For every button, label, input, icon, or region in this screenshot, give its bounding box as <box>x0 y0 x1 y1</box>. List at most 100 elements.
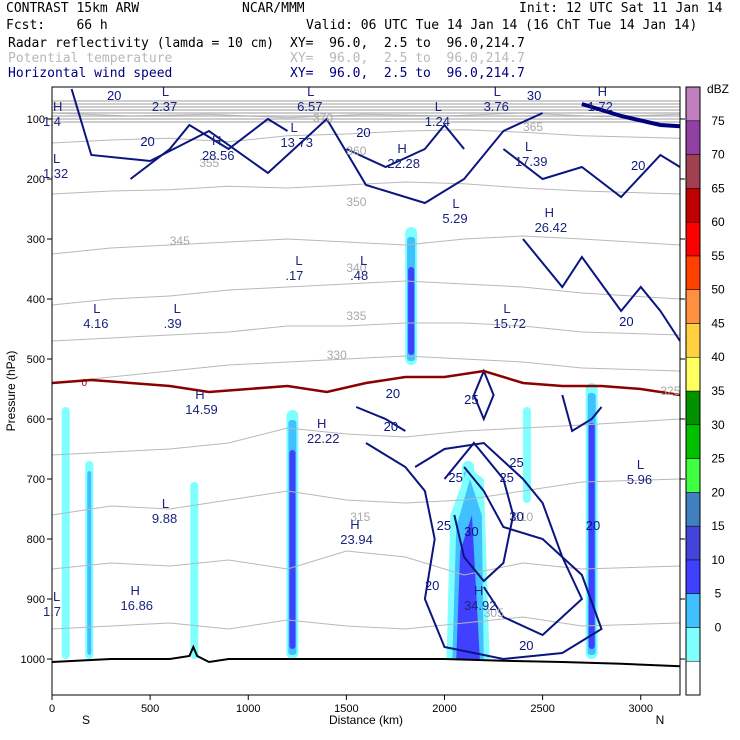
colorbar-level-label: 5 <box>715 587 722 601</box>
theta-contour <box>51 235 681 255</box>
extremum-type: L <box>290 120 297 135</box>
extremum-type: L <box>503 301 510 316</box>
extremum-value: 2.37 <box>152 99 177 114</box>
x-tick-label: 0 <box>49 703 55 715</box>
colorbar-level-label: 40 <box>711 350 725 364</box>
freezing-level-label: 0 <box>81 378 87 389</box>
colorbar-swatch <box>685 660 701 696</box>
wind-contour <box>522 238 681 342</box>
y-tick-label: 600 <box>27 414 45 426</box>
theta-contours-layer <box>51 100 681 630</box>
colorbar-swatch <box>685 154 701 189</box>
theta-contour <box>51 355 681 384</box>
theta-value-label: 345 <box>170 234 190 248</box>
colorbar-swatch <box>685 86 701 122</box>
field-theta-name: Potential temperature <box>8 51 173 66</box>
extremum-type: H <box>545 205 554 220</box>
field-reflectivity-name: Radar reflectivity (lamda = 10 cm) <box>8 36 275 51</box>
theta-value-label: 355 <box>199 156 219 170</box>
extremum-marker: H22.28 <box>387 141 420 171</box>
colorbar-unit-label: dBZ <box>707 82 729 96</box>
colorbar-swatch <box>685 492 701 527</box>
extremum-marker: H1.72 <box>588 84 613 114</box>
y-tick-label: 1000 <box>21 654 45 666</box>
extremum-value: 3.76 <box>484 99 509 114</box>
theta-value-label: 360 <box>346 144 366 158</box>
extremum-marker: H23.94 <box>340 517 373 547</box>
extremum-type: H <box>397 141 406 156</box>
extremum-type: L <box>525 139 532 154</box>
reflectivity-column <box>61 407 70 659</box>
extremum-value: 14.59 <box>185 402 218 417</box>
extremum-marker: H16.86 <box>121 583 154 613</box>
extremum-value: 15.72 <box>493 316 526 331</box>
y-tick-label: 900 <box>27 594 45 606</box>
extremum-marker: L4.16 <box>83 301 108 331</box>
colorbar-level-label: 10 <box>711 553 725 567</box>
extremum-marker: H26.42 <box>535 205 568 235</box>
wind-value-label: 25 <box>464 392 478 407</box>
extremum-marker: L13.73 <box>280 120 313 150</box>
extremum-marker: L2.37 <box>152 84 177 114</box>
extremum-type: L <box>435 99 442 114</box>
extremum-type: H <box>350 517 359 532</box>
theta-contour <box>51 129 681 144</box>
terrain-line <box>51 644 681 668</box>
extremum-marker: L1.24 <box>425 99 450 129</box>
y-tick-label: 100 <box>27 114 45 126</box>
extremum-type: L <box>295 253 302 268</box>
extremum-value: 9.88 <box>152 511 177 526</box>
forecast-hour: Fcst: 66 h <box>6 18 108 33</box>
extremum-type: L <box>174 301 181 316</box>
contour-labels-layer: 0 370 365 360 355 350 345 340 335 330 325 310 305 315… <box>43 84 681 653</box>
reflectivity-core-strong <box>289 450 296 649</box>
wind-value-label: 25 <box>499 470 513 485</box>
extremum-marker: H34.92 <box>464 583 497 613</box>
extremum-value: 5.29 <box>442 211 467 226</box>
x-tick-label: 1000 <box>236 703 260 715</box>
colorbar-level-label: 50 <box>711 283 725 297</box>
extremum-marker: H1.4 <box>43 99 62 129</box>
valid-time: Valid: 06 UTC Tue 14 Jan 14 (16 ChT Tue … <box>306 18 698 33</box>
wind-value-label: 30 <box>527 88 541 103</box>
wind-value-label: 30 <box>509 509 523 524</box>
wind-value-label: 25 <box>437 518 451 533</box>
theta-value-label: 350 <box>346 195 366 209</box>
x-tick-label: 2000 <box>432 703 456 715</box>
colorbar-swatch <box>685 390 701 426</box>
theta-contour <box>51 550 681 576</box>
colorbar-swatch <box>685 593 701 628</box>
colorbar-level-label: 0 <box>715 620 722 634</box>
wind-contour <box>345 123 465 169</box>
wind-contour <box>472 368 495 422</box>
y-tick-label: 400 <box>27 294 45 306</box>
wind-value-label: 20 <box>631 158 645 173</box>
reflectivity-column <box>190 482 199 659</box>
reflectivity-layer <box>61 227 598 659</box>
wind-value-label: 25 <box>509 455 523 470</box>
theta-value-label: 335 <box>346 309 366 323</box>
y-tick-label: 700 <box>27 474 45 486</box>
extremum-value: 26.42 <box>535 220 568 235</box>
wind-contour <box>414 441 584 637</box>
y-tick-label: 200 <box>27 174 45 186</box>
extremum-value: 4.16 <box>83 316 108 331</box>
extremum-value: 13.73 <box>280 135 313 150</box>
colorbar-level-label: 45 <box>711 316 725 330</box>
colorbar-swatch <box>685 221 701 257</box>
extremum-marker: L1.32 <box>43 151 68 181</box>
colorbar-swatch <box>685 289 701 324</box>
extremum-marker: L17.39 <box>515 139 548 169</box>
wind-value-label: 30 <box>464 524 478 539</box>
wind-value-label: 20 <box>140 134 154 149</box>
extremum-marker: L5.29 <box>442 196 467 226</box>
theta-value-label: 325 <box>660 384 680 398</box>
x-tick-label: 500 <box>141 703 159 715</box>
freezing-level-line <box>51 369 681 397</box>
theta-contour <box>51 181 681 195</box>
extremum-type: H <box>131 583 140 598</box>
extremum-value: 5.96 <box>627 472 652 487</box>
extremum-marker: L9.88 <box>152 496 177 526</box>
extremum-value: 22.28 <box>387 156 420 171</box>
organization-label: NCAR/MMM <box>242 1 305 16</box>
